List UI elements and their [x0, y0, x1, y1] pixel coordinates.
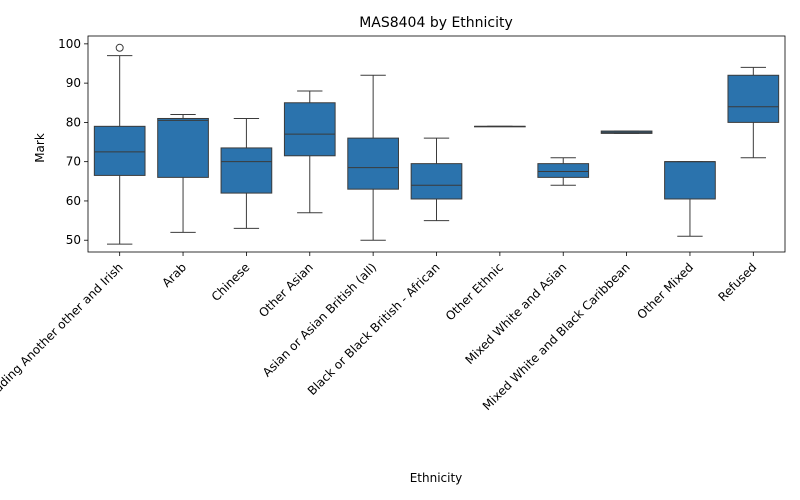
iqr-box: [664, 161, 716, 200]
iqr-box: [727, 74, 780, 123]
iqr-box: [347, 137, 399, 190]
x-tick-label: Arab: [159, 260, 189, 290]
x-tick-label: Black or Black British - African: [305, 260, 443, 398]
box-10: [664, 161, 716, 237]
y-tick-label: 80: [66, 115, 81, 129]
iqr-box: [283, 102, 336, 157]
box-3: [220, 117, 273, 229]
y-tick-label: 60: [66, 194, 81, 208]
y-tick-label: 90: [66, 76, 81, 90]
x-tick-label: White including Another other and Irish: [0, 260, 126, 437]
box-11: [727, 66, 780, 159]
y-axis: 50 60 70 80 90 100: [58, 37, 88, 247]
outlier-point: [115, 43, 124, 52]
box-4: [283, 90, 336, 214]
y-axis-label: Mark: [33, 133, 47, 163]
x-tick-label: Mixed White and Asian: [463, 260, 570, 367]
y-tick-label: 50: [66, 233, 81, 247]
y-tick-label: 70: [66, 155, 81, 169]
x-tick-label: Asian or Asian British (all): [260, 260, 379, 379]
y-tick-label: 100: [58, 37, 81, 51]
box-5: [347, 74, 399, 241]
iqr-box: [157, 117, 209, 178]
box-8: [537, 157, 590, 186]
box-9: [600, 130, 653, 134]
x-axis-label: Ethnicity: [410, 471, 463, 485]
x-tick-label: Other Mixed: [634, 260, 696, 322]
x-tick-label: Other Ethnic: [443, 260, 506, 323]
chart-title: MAS8404 by Ethnicity: [359, 15, 513, 31]
box-7: [474, 125, 526, 128]
box-6: [410, 137, 463, 222]
box-1: [93, 43, 146, 245]
x-tick-label: Other Asian: [256, 260, 316, 320]
box-2: [157, 114, 209, 233]
iqr-box: [93, 125, 146, 176]
iqr-box: [410, 163, 463, 200]
boxes-group: [93, 43, 780, 245]
x-tick-label: Chinese: [209, 260, 253, 304]
x-tick-label: Refused: [715, 260, 759, 304]
iqr-box: [220, 147, 273, 194]
x-axis: White including Another other and Irish A…: [0, 252, 759, 437]
iqr-box: [537, 163, 590, 178]
